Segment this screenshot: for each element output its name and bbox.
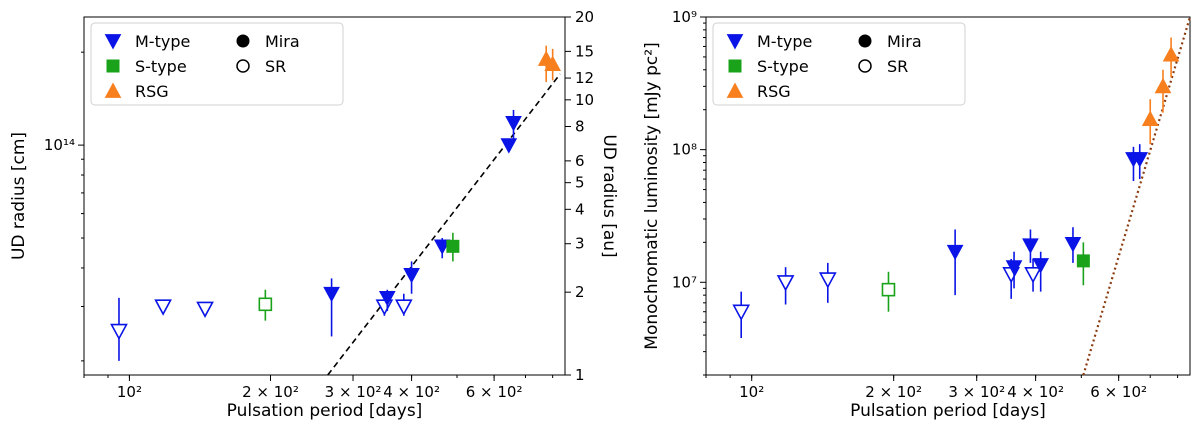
legend-label: M-type xyxy=(135,32,190,51)
legend-label: RSG xyxy=(757,82,791,101)
y2-tick-label: 2 xyxy=(575,283,585,301)
panel-luminosity: 10² 2 × 10² 3 × 10² 4 × 10² 6 × 10² 10⁷10⁸10… xyxy=(642,8,1192,421)
legend-box xyxy=(90,22,344,106)
data-point xyxy=(505,116,522,132)
legend-marker xyxy=(728,59,742,73)
legend-marker xyxy=(726,82,744,98)
data-point xyxy=(1162,46,1180,62)
y2-axis-label-left: UD radius [au] xyxy=(599,134,619,257)
legend-marker xyxy=(104,82,122,98)
x-tick-label: 10² xyxy=(739,383,764,401)
data-point xyxy=(1032,258,1050,274)
y-axis-ticks-left: 10¹⁴ xyxy=(44,51,84,362)
y-axis-label-left: UD radius [cm] xyxy=(9,132,29,260)
data-point xyxy=(1131,152,1149,168)
data-point xyxy=(1005,260,1023,276)
y2-tick-label: 10 xyxy=(575,91,594,109)
y-tick-label: 10⁸ xyxy=(672,141,697,159)
x-tick-label: 2 × 10² xyxy=(242,383,299,401)
y2-tick-label: 3 xyxy=(575,235,585,253)
y-tick-label: 10⁷ xyxy=(672,273,697,291)
data-point xyxy=(776,275,795,292)
legend-right: M-type S-type RSG Mira SR xyxy=(712,22,966,106)
y2-tick-label: 4 xyxy=(575,200,585,218)
x-axis-label-left: Pulsation period [days] xyxy=(227,401,423,421)
y-axis-ticks-right: 10⁷ 10⁸ 10⁹ xyxy=(672,8,706,376)
y2-tick-label: 8 xyxy=(575,117,585,135)
legend-marker xyxy=(726,34,744,50)
data-points-left xyxy=(110,45,561,361)
x-axis-label-right: Pulsation period [days] xyxy=(850,401,1046,421)
data-point xyxy=(446,239,460,253)
x-tick-label: 4 × 10² xyxy=(383,383,440,401)
data-point xyxy=(1141,110,1159,126)
legend-marker xyxy=(236,59,250,73)
y2-tick-label: 12 xyxy=(575,69,594,87)
y2-tick-label: 6 xyxy=(575,152,585,170)
x-tick-label: 4 × 10² xyxy=(1007,383,1064,401)
y-axis-label-right: Monochromatic luminosity [mJy pc²] xyxy=(642,42,662,349)
legend-marker xyxy=(104,34,122,50)
legend-label: SR xyxy=(265,57,286,76)
data-point xyxy=(433,239,451,255)
legend-left: M-type S-type RSG Mira SR xyxy=(90,22,344,106)
x-tick-label: 6 × 10² xyxy=(1090,383,1147,401)
x-axis-ticks-right: 10² 2 × 10² 3 × 10² 4 × 10² 6 × 10² xyxy=(705,375,1179,401)
data-point xyxy=(378,290,396,307)
y2-tick-label: 1 xyxy=(575,366,585,384)
fit-line-left xyxy=(327,73,561,376)
legend-marker xyxy=(106,59,120,73)
x-tick-label: 3 × 10² xyxy=(948,383,1005,401)
legend-label: SR xyxy=(887,57,908,76)
legend-label: S-type xyxy=(135,57,187,76)
data-point xyxy=(1022,238,1039,254)
data-point xyxy=(500,138,518,154)
legend-marker xyxy=(858,34,872,48)
legend-label: RSG xyxy=(135,82,169,101)
data-points-right xyxy=(732,37,1180,339)
legend-marker xyxy=(236,34,250,48)
y2-tick-label: 5 xyxy=(575,174,585,192)
x-axis-ticks-left: 10² 2 × 10² 3 × 10² 4 × 10² 6 × 10² xyxy=(83,375,554,401)
x-tick-label: 10² xyxy=(117,383,142,401)
data-point xyxy=(196,301,214,318)
data-point xyxy=(946,244,964,261)
legend-box xyxy=(712,22,966,106)
data-point xyxy=(323,286,340,303)
data-point xyxy=(818,272,837,289)
x-tick-label: 6 × 10² xyxy=(466,383,523,401)
legend-label: S-type xyxy=(757,57,809,76)
y2-tick-label: 15 xyxy=(575,42,594,60)
legend-label: Mira xyxy=(265,32,300,51)
data-point xyxy=(403,267,420,284)
legend-marker xyxy=(858,59,872,73)
fit-line xyxy=(1082,16,1192,376)
data-point xyxy=(1076,254,1090,268)
data-point xyxy=(1154,77,1172,94)
panel-ud-radius: 10² 2 × 10² 3 × 10² 4 × 10² 6 × 10² 10¹⁴ 123… xyxy=(9,8,619,421)
legend-label: M-type xyxy=(757,32,812,51)
data-point xyxy=(258,297,273,312)
legend-label: Mira xyxy=(887,32,922,51)
data-point xyxy=(732,304,751,321)
fit-line-right xyxy=(1082,16,1192,376)
data-point xyxy=(544,55,561,71)
data-point xyxy=(1024,267,1042,284)
data-point xyxy=(881,282,896,297)
data-point xyxy=(394,299,413,316)
y2-tick-label: 20 xyxy=(575,8,594,26)
x-tick-label: 3 × 10² xyxy=(325,383,382,401)
data-point xyxy=(154,299,172,316)
y-tick-label: 10¹⁴ xyxy=(44,136,75,154)
y-tick-label: 10⁹ xyxy=(672,8,697,26)
x-tick-label: 2 × 10² xyxy=(865,383,922,401)
data-point xyxy=(1064,236,1082,253)
data-point xyxy=(110,323,128,341)
fit-line xyxy=(327,73,561,376)
